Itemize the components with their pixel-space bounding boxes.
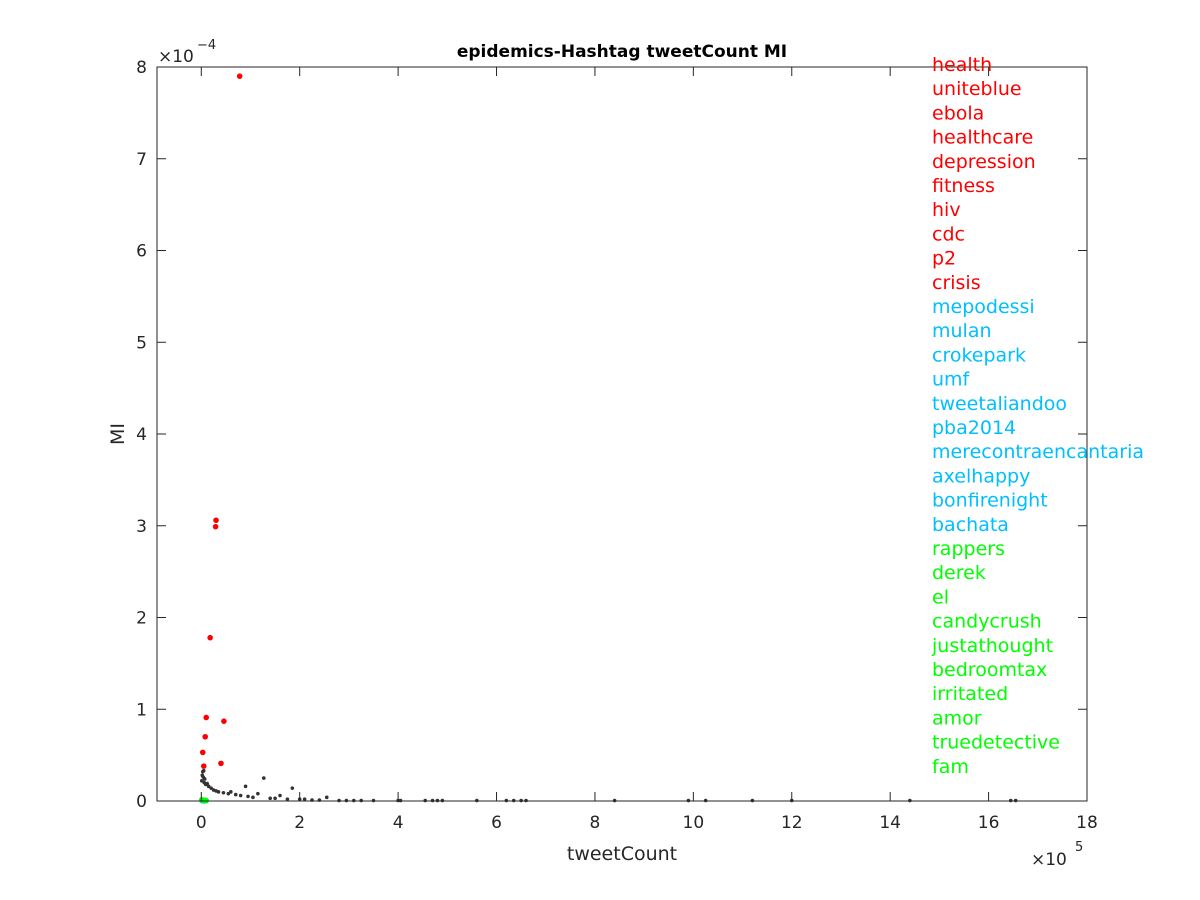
legend-item: fam bbox=[932, 756, 969, 778]
legend-item: health bbox=[932, 54, 992, 76]
data-point bbox=[216, 790, 221, 794]
data-point bbox=[302, 797, 307, 801]
legend-item: p2 bbox=[932, 248, 956, 270]
data-point bbox=[238, 793, 243, 798]
x-tick-label: 6 bbox=[491, 813, 502, 833]
legend-item: healthcare bbox=[932, 127, 1033, 149]
data-point-top bbox=[199, 749, 206, 756]
y-scale-exponent: −4 bbox=[197, 38, 216, 53]
legend-item: merecontraencantaria bbox=[932, 441, 1144, 463]
y-tick-label: 0 bbox=[136, 792, 147, 812]
data-point-top bbox=[213, 517, 219, 524]
data-point bbox=[251, 795, 255, 800]
data-point bbox=[246, 794, 250, 799]
x-tick-label: 0 bbox=[196, 813, 207, 833]
legend-item: bonfirenight bbox=[932, 490, 1048, 512]
legend-item: derek bbox=[932, 562, 986, 584]
data-point-top bbox=[207, 634, 213, 641]
data-point-top bbox=[236, 73, 243, 79]
y-scale-base: ×10 bbox=[158, 47, 194, 67]
legend-item: bachata bbox=[932, 514, 1009, 536]
y-tick-label: 2 bbox=[136, 609, 147, 629]
legend-item: mepodessi bbox=[932, 296, 1035, 318]
data-point-top bbox=[212, 523, 219, 530]
legend-item: tweetaliandoo bbox=[932, 393, 1067, 415]
y-tick-label: 1 bbox=[136, 700, 147, 720]
x-scale-base: ×10 bbox=[1031, 850, 1067, 870]
legend-item: uniteblue bbox=[932, 78, 1022, 100]
x-tick-label: 8 bbox=[590, 813, 601, 833]
legend-item: irritated bbox=[932, 683, 1008, 705]
data-point bbox=[261, 776, 266, 780]
data-point bbox=[256, 791, 260, 796]
legend-item: hiv bbox=[932, 199, 961, 221]
data-point-top bbox=[221, 718, 227, 724]
legend-item: umf bbox=[932, 369, 971, 391]
y-tick-label: 8 bbox=[136, 58, 147, 78]
legend-item: crisis bbox=[932, 272, 981, 294]
data-point bbox=[285, 797, 290, 801]
x-tick-label: 12 bbox=[781, 813, 803, 833]
y-axis-label: MI bbox=[107, 423, 129, 445]
legend-item: mulan bbox=[932, 320, 992, 342]
y-tick-label: 4 bbox=[136, 425, 147, 445]
data-point bbox=[273, 796, 277, 801]
data-point-top bbox=[218, 760, 224, 767]
x-tick-label: 2 bbox=[294, 813, 305, 833]
y-tick-label: 3 bbox=[136, 517, 147, 537]
legend-item: bedroomtax bbox=[932, 659, 1047, 681]
data-point bbox=[268, 796, 272, 801]
data-point bbox=[233, 792, 238, 797]
x-scale-exponent: 5 bbox=[1075, 840, 1083, 855]
data-point bbox=[206, 784, 211, 789]
data-point bbox=[202, 777, 207, 781]
data-point bbox=[203, 782, 208, 787]
legend-item: candycrush bbox=[932, 611, 1042, 633]
x-tick-label: 4 bbox=[393, 813, 404, 833]
chart-title: epidemics-Hashtag tweetCount MI bbox=[457, 42, 787, 62]
legend-item: axelhappy bbox=[932, 465, 1030, 487]
legend-item: amor bbox=[932, 707, 982, 729]
data-point bbox=[221, 790, 226, 795]
x-scale-multiplier: ×10 5 bbox=[1031, 840, 1083, 870]
data-point bbox=[324, 795, 329, 800]
x-axis-label: tweetCount bbox=[567, 843, 677, 865]
data-point bbox=[199, 779, 204, 783]
y-tick-label: 6 bbox=[136, 242, 147, 262]
legend-item: rappers bbox=[932, 538, 1005, 560]
data-point bbox=[278, 793, 282, 798]
y-tick-label: 5 bbox=[136, 333, 147, 353]
data-point bbox=[209, 786, 213, 790]
y-scale-multiplier: ×10 −4 bbox=[158, 38, 216, 67]
legend-item: justathought bbox=[931, 635, 1053, 657]
data-point-top bbox=[200, 763, 207, 769]
x-tick-label: 10 bbox=[683, 813, 705, 833]
data-point bbox=[243, 784, 248, 789]
data-point bbox=[229, 790, 233, 794]
data-point bbox=[290, 786, 295, 790]
legend-item: crokepark bbox=[932, 344, 1026, 366]
plot-area bbox=[157, 67, 1087, 801]
data-point-top bbox=[202, 733, 209, 740]
x-tick-label: 14 bbox=[879, 813, 901, 833]
x-tick-label: 16 bbox=[978, 813, 1000, 833]
x-tick-label: 18 bbox=[1076, 813, 1098, 833]
legend-item: pba2014 bbox=[932, 417, 1016, 439]
legend-item: el bbox=[932, 586, 949, 608]
data-point bbox=[200, 769, 205, 774]
legend-item: truedetective bbox=[932, 732, 1060, 754]
legend-item: depression bbox=[932, 151, 1036, 173]
data-point bbox=[226, 791, 231, 796]
y-tick-label: 7 bbox=[136, 150, 147, 170]
legend-item: ebola bbox=[932, 102, 984, 124]
legend-item: fitness bbox=[932, 175, 995, 197]
data-point-top bbox=[203, 714, 210, 721]
legend-item: cdc bbox=[932, 223, 965, 245]
